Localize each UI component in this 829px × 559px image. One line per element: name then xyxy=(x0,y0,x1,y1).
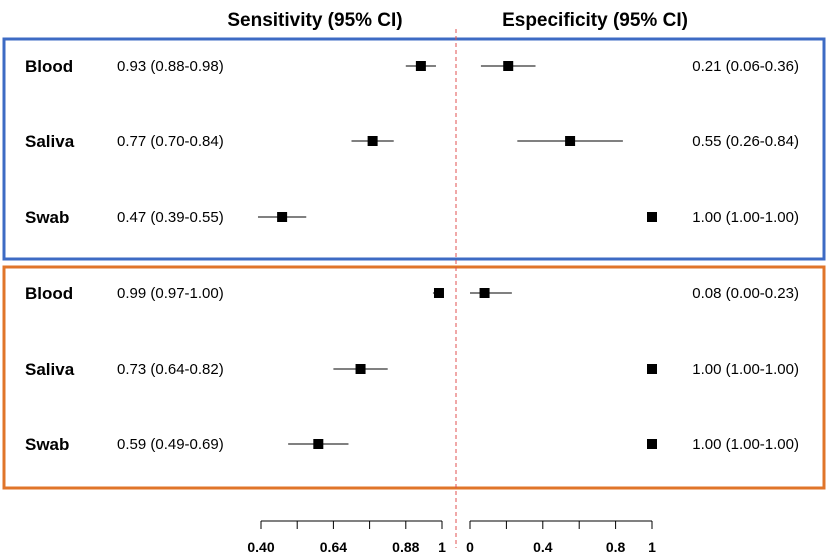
sens-tick-label: 1 xyxy=(438,539,446,555)
spec-tick-label: 0.4 xyxy=(533,539,553,555)
spec-tick-label: 0 xyxy=(466,539,474,555)
specificity-point xyxy=(565,136,576,146)
sensitivity-value: 0.47 (0.39-0.55) xyxy=(117,209,224,226)
specificity-value: 1.00 (1.00-1.00) xyxy=(692,436,799,453)
sens-tick-label: 0.64 xyxy=(320,539,347,555)
row-label: Blood xyxy=(25,57,73,76)
specificity-point xyxy=(647,364,657,374)
specificity-value: 0.21 (0.06-0.36) xyxy=(692,58,799,75)
panel-2-border xyxy=(2,265,826,490)
sensitivity-value: 0.93 (0.88-0.98) xyxy=(117,58,224,75)
row-label: Saliva xyxy=(25,360,75,379)
sensitivity-point xyxy=(313,439,324,449)
sensitivity-value: 0.73 (0.64-0.82) xyxy=(117,361,224,378)
panel-1-border xyxy=(2,37,826,261)
row-label: Saliva xyxy=(25,132,75,151)
row-label: Blood xyxy=(25,284,73,303)
specificity-header: Especificity (95% CI) xyxy=(502,10,688,31)
specificity-value: 1.00 (1.00-1.00) xyxy=(692,209,799,226)
spec-tick-label: 0.8 xyxy=(606,539,626,555)
sensitivity-value: 0.59 (0.49-0.69) xyxy=(117,436,224,453)
specificity-point xyxy=(503,61,514,71)
sensitivity-point xyxy=(355,364,366,374)
sensitivity-point xyxy=(415,61,426,71)
spec-tick-label: 1 xyxy=(648,539,656,555)
specificity-value: 0.08 (0.00-0.23) xyxy=(692,285,799,302)
sensitivity-point xyxy=(367,136,378,146)
sensitivity-point xyxy=(433,288,444,298)
sensitivity-header: Sensitivity (95% CI) xyxy=(227,10,402,31)
specificity-point xyxy=(647,439,657,449)
specificity-point xyxy=(647,212,657,222)
sensitivity-value: 0.77 (0.70-0.84) xyxy=(117,133,224,150)
row-label: Swab xyxy=(25,208,69,227)
specificity-point xyxy=(479,288,490,298)
sens-tick-label: 0.40 xyxy=(247,539,274,555)
specificity-value: 0.55 (0.26-0.84) xyxy=(692,133,799,150)
sens-tick-label: 0.88 xyxy=(392,539,419,555)
row-label: Swab xyxy=(25,435,69,454)
sensitivity-point xyxy=(277,212,288,222)
specificity-value: 1.00 (1.00-1.00) xyxy=(692,361,799,378)
sensitivity-value: 0.99 (0.97-1.00) xyxy=(117,285,224,302)
